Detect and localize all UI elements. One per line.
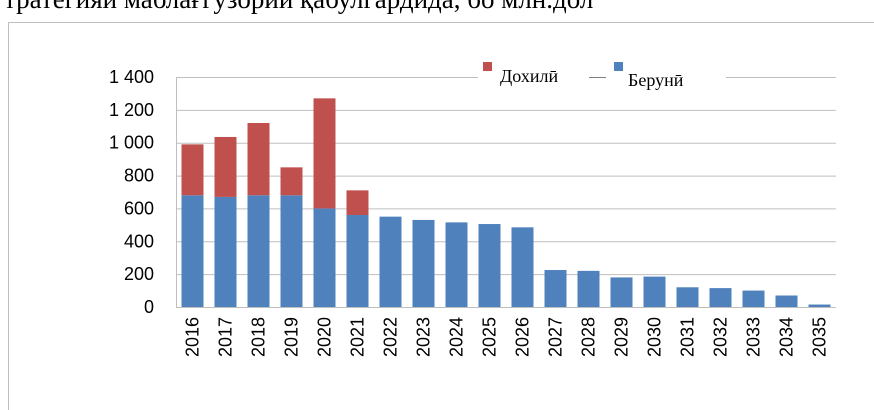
legend-swatch (614, 62, 623, 71)
bar (643, 276, 666, 307)
bar (775, 295, 798, 307)
bar (280, 195, 303, 307)
y-tick-label: 600 (124, 198, 154, 218)
x-tick-label: 2021 (348, 317, 368, 357)
x-tick-label: 2027 (546, 317, 566, 357)
x-tick-label: 2023 (414, 317, 434, 357)
x-tick-label: 2028 (579, 317, 599, 357)
x-tick-label: 2019 (282, 317, 302, 357)
chart-title: тратегияи маблағгузории қабулгардида, бо… (4, 0, 593, 14)
bar (412, 219, 435, 307)
x-tick-label: 2022 (381, 317, 401, 357)
legend-label: Берунӣ (628, 70, 684, 90)
bar (214, 196, 237, 307)
x-tick-label: 2020 (315, 317, 335, 357)
x-tick-label: 2031 (678, 317, 698, 357)
bar (181, 195, 204, 307)
x-tick-label: 2033 (744, 317, 764, 357)
legend-swatch (483, 62, 492, 71)
x-tick-label: 2025 (480, 317, 500, 357)
bar (181, 144, 204, 196)
y-tick-label: 0 (144, 297, 154, 317)
bar (676, 287, 699, 307)
bar (346, 215, 369, 307)
y-tick-label: 1 400 (109, 67, 154, 87)
bar (610, 277, 633, 307)
y-tick-label: 1 200 (109, 100, 154, 120)
bar (445, 222, 468, 307)
bar (214, 136, 237, 197)
bar (742, 290, 765, 307)
y-tick-label: 400 (124, 231, 154, 251)
bar (313, 98, 336, 209)
y-tick-label: 200 (124, 264, 154, 284)
bar (280, 167, 303, 196)
y-tick-label: 1 000 (109, 133, 154, 153)
bar (379, 216, 402, 307)
bar (808, 304, 831, 307)
bar (247, 195, 270, 307)
x-tick-label: 2032 (711, 317, 731, 357)
x-tick-label: 2029 (612, 317, 632, 357)
y-tick-label: 800 (124, 166, 154, 186)
bar (709, 288, 732, 307)
bar (313, 208, 336, 307)
x-tick-label: 2026 (513, 317, 533, 357)
x-tick-label: 2030 (645, 317, 665, 357)
bar (511, 227, 534, 307)
bar (346, 190, 369, 215)
x-tick-label: 2035 (810, 317, 830, 357)
x-tick-label: 2034 (777, 317, 797, 357)
x-tick-label: 2018 (249, 317, 269, 357)
x-tick-label: 2024 (447, 317, 467, 357)
legend-label: Дохилӣ (500, 66, 558, 86)
bar (478, 224, 501, 307)
x-tick-label: 2017 (216, 317, 236, 357)
bar (544, 270, 567, 307)
bar (247, 123, 270, 196)
chart-frame (8, 22, 874, 410)
x-tick-label: 2016 (183, 317, 203, 357)
bar (577, 270, 600, 307)
legend-box (478, 60, 726, 90)
